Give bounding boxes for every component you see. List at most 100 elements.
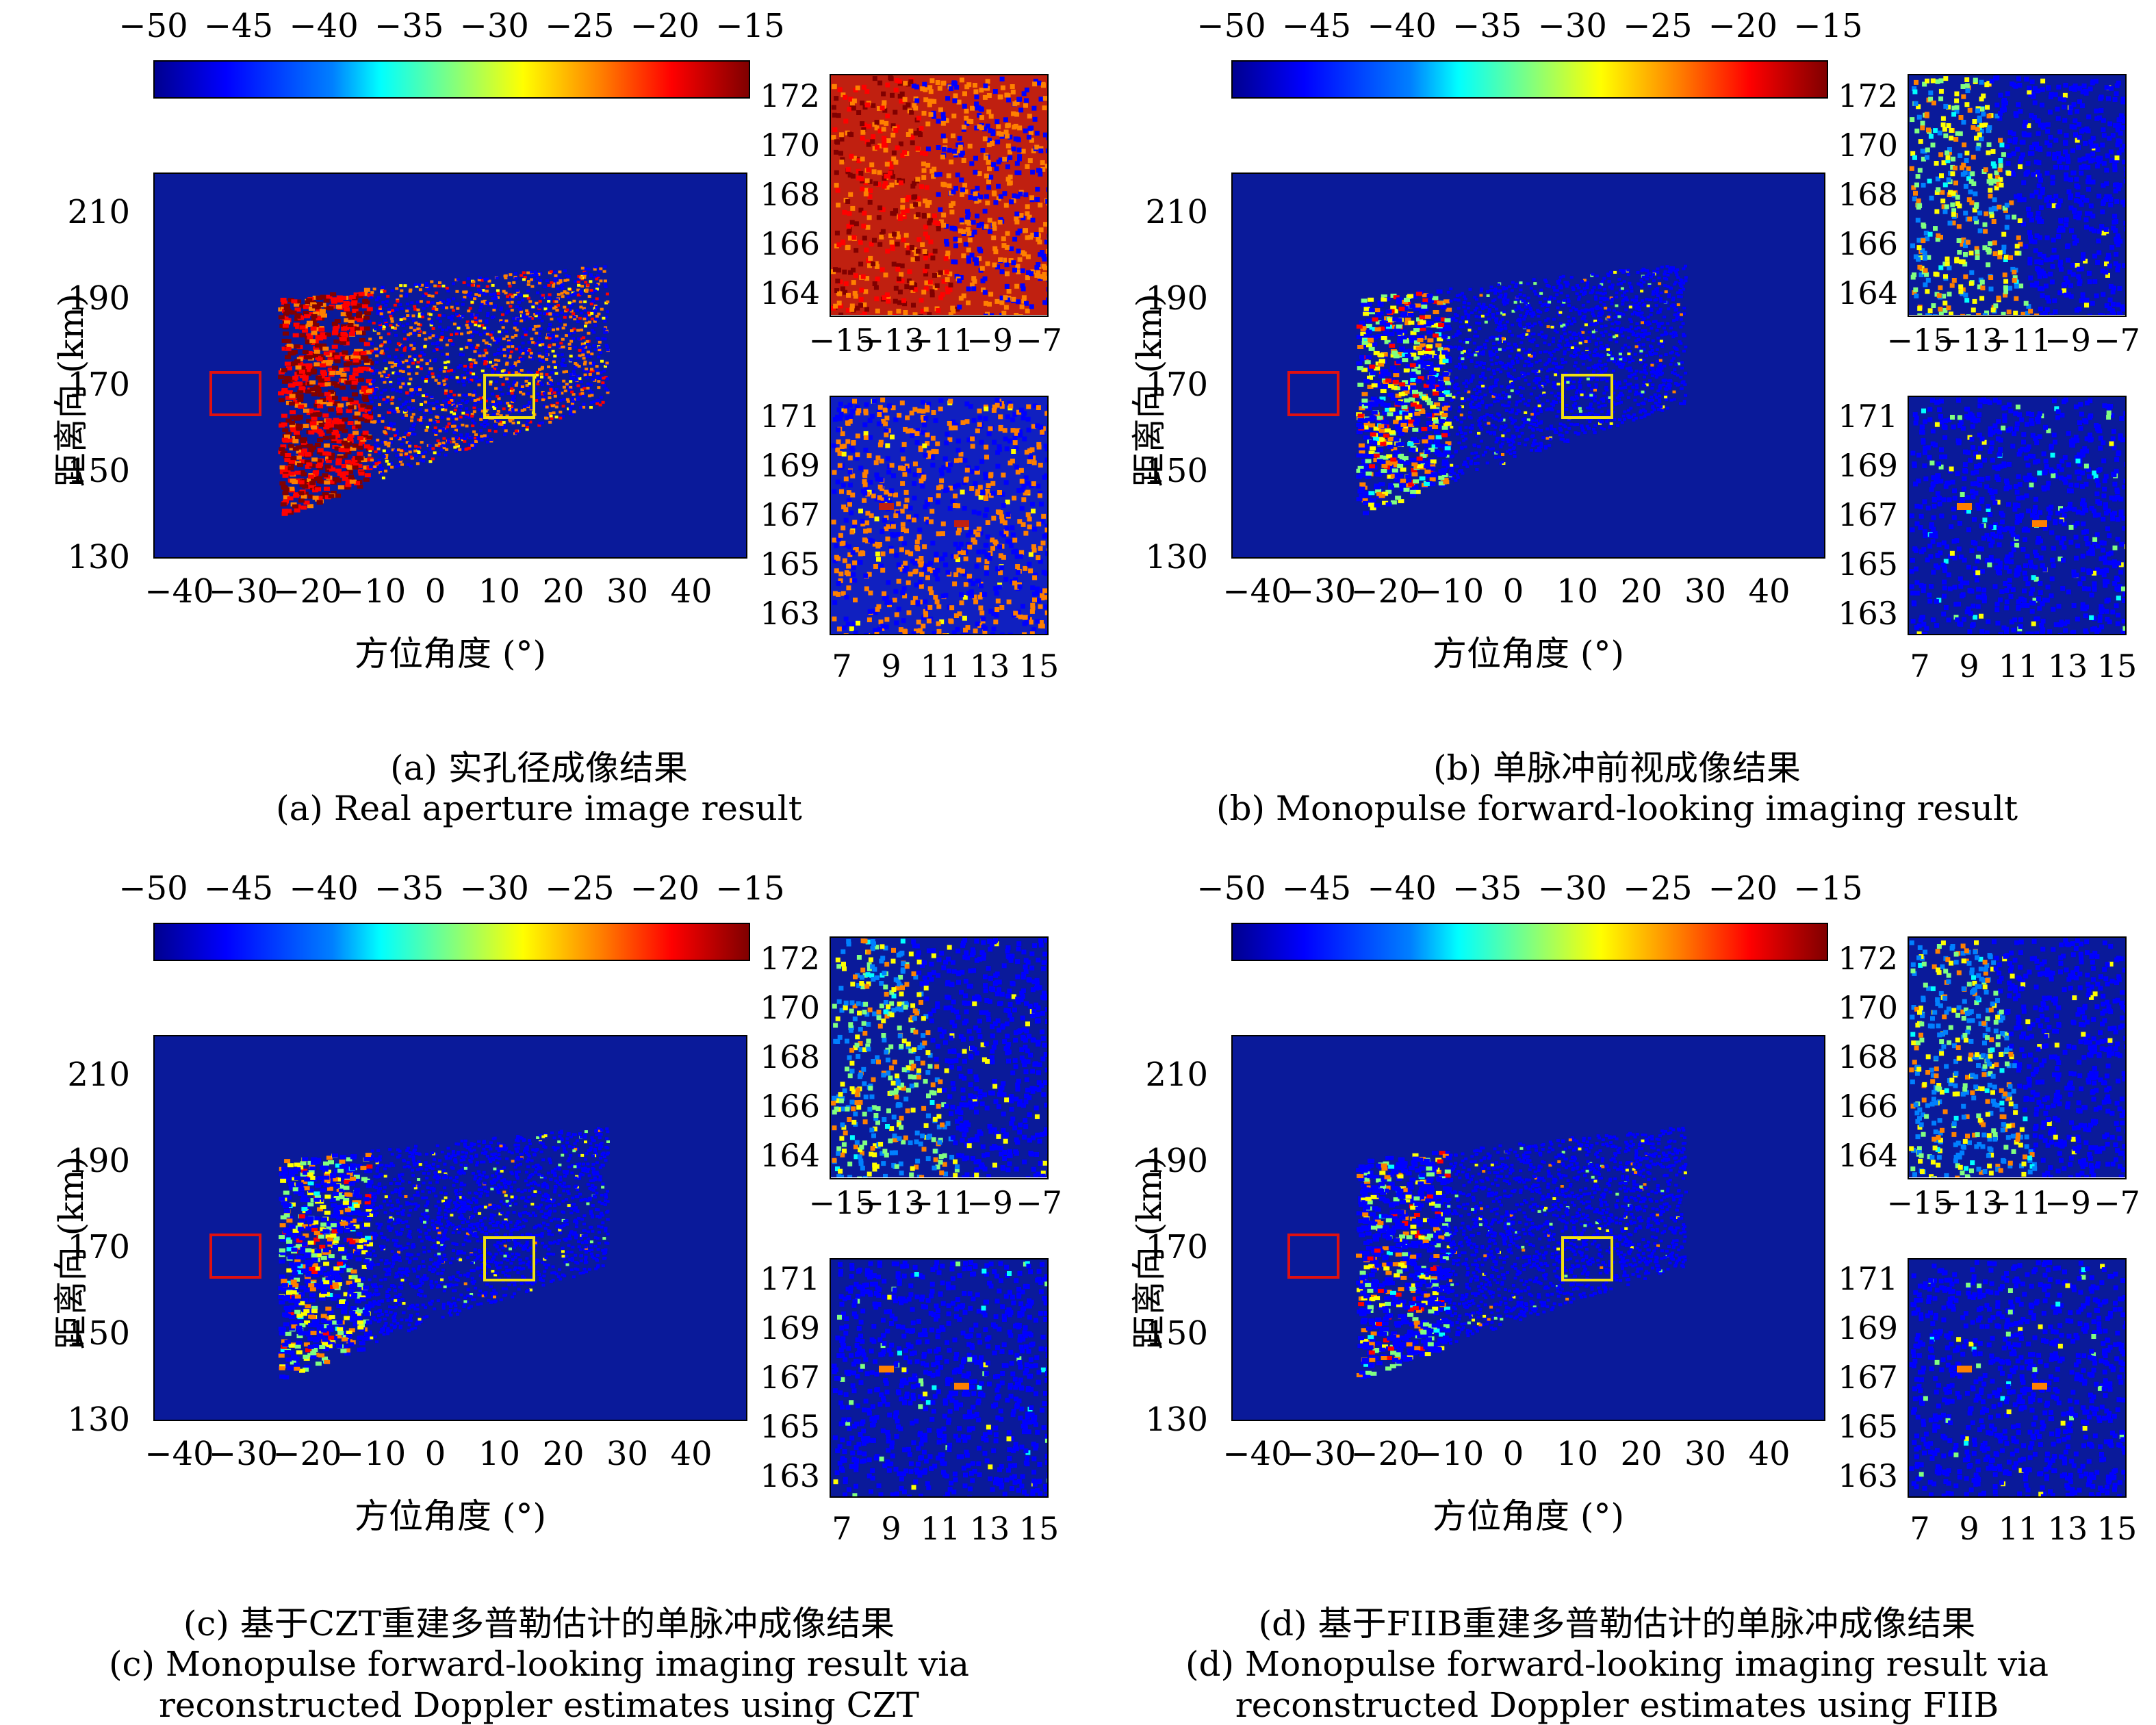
- heatmap-cell: [306, 462, 312, 466]
- inset-cell: [921, 409, 925, 413]
- heatmap-cell: [409, 465, 413, 468]
- inset-cell: [905, 208, 910, 213]
- colorbar-tick-label: −45: [1282, 7, 1351, 45]
- heatmap-cell: [569, 386, 572, 389]
- heatmap-cell: [604, 265, 607, 268]
- heatmap-cell: [1515, 400, 1519, 403]
- heatmap-cell: [535, 274, 539, 277]
- inset-cell: [977, 416, 982, 420]
- heatmap-cell: [426, 305, 429, 307]
- heatmap-cell: [478, 379, 482, 382]
- inset-cell: [999, 553, 1003, 558]
- heatmap-cell: [583, 301, 587, 303]
- heatmap-cell: [605, 344, 608, 346]
- heatmap-cell: [563, 386, 566, 389]
- heatmap-cell: [482, 340, 485, 342]
- heatmap-cell: [446, 353, 449, 356]
- heatmap-cell: [549, 388, 552, 391]
- inset-cell: [931, 436, 936, 441]
- inset-cell: [949, 86, 953, 91]
- heatmap-cell: [379, 468, 383, 471]
- inset-cell: [1019, 408, 1024, 413]
- heatmap-cell: [522, 424, 525, 427]
- heatmap-cell: [298, 386, 305, 390]
- inset-cell: [938, 207, 942, 212]
- heatmap-cell: [435, 416, 438, 418]
- inset-cell: [1020, 305, 1025, 309]
- inset-cell: [875, 120, 880, 125]
- inset-cell: [835, 231, 840, 235]
- inset-cell: [1018, 107, 1023, 112]
- inset-cell: [920, 484, 925, 489]
- heatmap-cell: [335, 319, 341, 323]
- heatmap-cell: [1461, 317, 1464, 320]
- heatmap-cell: [344, 368, 350, 372]
- heatmap-cell: [387, 411, 390, 414]
- inset-cell: [842, 452, 847, 457]
- inset-cell: [838, 402, 843, 407]
- inset-cell: [884, 121, 888, 126]
- heatmap-cell: [289, 402, 295, 406]
- inset-cell: [933, 249, 938, 254]
- inset-cell: [848, 456, 853, 461]
- inset-cell: [880, 120, 884, 125]
- heatmap-cell: [493, 292, 496, 295]
- heatmap-cell: [311, 425, 317, 429]
- inset-cell: [880, 105, 885, 110]
- inset-cell: [858, 509, 863, 513]
- inset-cell: [916, 116, 921, 120]
- point-target: [879, 503, 894, 510]
- heatmap-cell: [365, 473, 371, 477]
- heatmap-cell: [588, 346, 591, 348]
- heatmap-cell: [522, 342, 525, 344]
- inset-cell: [949, 283, 953, 288]
- inset-cell: [961, 253, 966, 258]
- inset-cell: [917, 468, 922, 473]
- heatmap-cell: [397, 378, 400, 381]
- heatmap-cell: [288, 444, 294, 448]
- heatmap-cell: [455, 303, 459, 305]
- heatmap-cell: [478, 324, 481, 327]
- inset-cell: [1028, 568, 1033, 573]
- heatmap-cell: [353, 351, 359, 355]
- heatmap-cell: [1658, 282, 1661, 285]
- heatmap-cell: [370, 400, 374, 403]
- heatmap-cell: [433, 285, 437, 288]
- heatmap-cell: [492, 316, 496, 318]
- inset-cell: [973, 156, 978, 161]
- inset-cell: [832, 127, 837, 132]
- inset-cell: [988, 128, 992, 133]
- heatmap-cell: [388, 409, 392, 411]
- heatmap-cell: [562, 327, 565, 329]
- heatmap-cell: [479, 429, 483, 432]
- heatmap-cell: [1550, 354, 1553, 357]
- inset-cell: [964, 582, 968, 587]
- inset-cell: [836, 581, 841, 586]
- inset-cell: [979, 222, 984, 227]
- heatmap-cell: [288, 466, 294, 470]
- heatmap-cell: [1404, 461, 1410, 465]
- y-tick-label: 210: [55, 193, 130, 231]
- inset-cell: [971, 220, 976, 225]
- inset-cell: [1022, 437, 1027, 442]
- inset-cell: [1018, 314, 1023, 315]
- heatmap-cell: [1492, 342, 1496, 345]
- heatmap-cell: [485, 290, 489, 292]
- inset-cell: [871, 103, 875, 108]
- heatmap-cell: [364, 327, 370, 331]
- inset-cell: [963, 458, 968, 463]
- heatmap-cell: [539, 422, 542, 424]
- inset-cell: [860, 314, 864, 315]
- heatmap-cell: [446, 398, 449, 401]
- heatmap-cell: [321, 314, 327, 318]
- heatmap-cell: [386, 396, 389, 398]
- heatmap-cell: [455, 436, 459, 439]
- heatmap-cell: [559, 342, 563, 344]
- heatmap-cell: [550, 270, 553, 273]
- inset-cell: [925, 185, 929, 190]
- inset-cell: [996, 599, 1001, 604]
- heatmap-cell: [497, 340, 500, 342]
- inset-cell: [940, 155, 945, 159]
- heatmap-cell: [364, 342, 370, 346]
- heatmap-cell: [428, 294, 431, 297]
